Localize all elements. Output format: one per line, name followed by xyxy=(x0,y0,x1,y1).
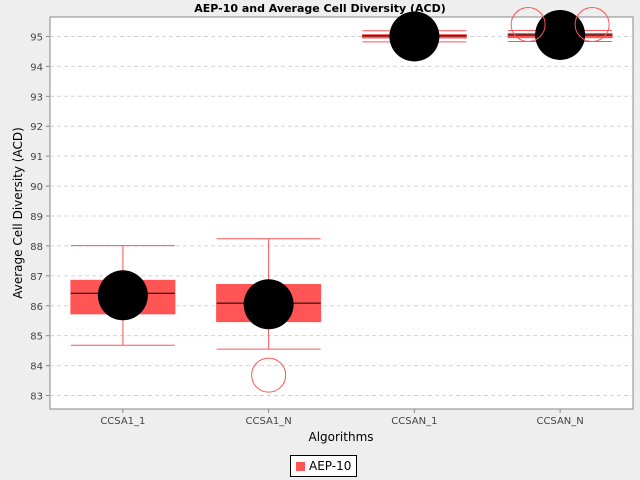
y-tick-label: 95 xyxy=(30,32,43,43)
legend-swatch-aep-10 xyxy=(296,461,305,471)
box-ccsa1-1 xyxy=(70,245,176,346)
y-tick-label: 87 xyxy=(30,272,43,283)
y-tick-label: 83 xyxy=(30,392,43,403)
x-tick-label: CCSAN_N xyxy=(536,416,583,427)
mean-marker xyxy=(535,9,586,60)
plot-area xyxy=(49,16,634,410)
y-axis: 83 84 85 86 87 88 89 90 91 92 93 94 95 xyxy=(30,32,50,403)
y-tick-label: 94 xyxy=(30,62,43,73)
outlier-marker xyxy=(510,6,546,42)
y-tick-label: 93 xyxy=(30,92,43,103)
y-tick-label: 91 xyxy=(30,152,43,163)
box-ccsan-n xyxy=(507,6,613,60)
box-ccsan-1 xyxy=(361,11,467,62)
x-tick-label: CCSA1_N xyxy=(246,416,292,427)
y-tick-label: 86 xyxy=(30,302,43,313)
chart-title: AEP-10 and Average Cell Diversity (ACD) xyxy=(194,2,446,15)
mean-marker xyxy=(97,270,148,321)
mean-marker xyxy=(389,11,440,62)
y-tick-label: 85 xyxy=(30,332,43,343)
x-axis-label: Algorithms xyxy=(308,430,373,444)
x-tick-label: CCSAN_1 xyxy=(391,416,437,427)
x-axis: CCSA1_1 CCSA1_N CCSAN_1 CCSAN_N xyxy=(100,409,584,427)
box-plot-marks xyxy=(70,6,613,393)
y-tick-label: 88 xyxy=(30,242,43,253)
legend-label-aep-10: AEP-10 xyxy=(309,459,352,473)
y-tick-label: 90 xyxy=(30,182,43,193)
y-tick-label: 84 xyxy=(30,362,43,373)
outlier-marker xyxy=(574,6,610,42)
outlier-marker xyxy=(251,357,287,393)
mean-marker xyxy=(243,279,294,330)
x-tick-label: CCSA1_1 xyxy=(100,416,145,427)
legend: AEP-10 xyxy=(290,455,358,477)
grid-lines xyxy=(50,35,633,397)
box-ccsa1-n xyxy=(216,238,322,393)
y-tick-label: 92 xyxy=(30,122,43,133)
y-tick-label: 89 xyxy=(30,212,43,223)
y-axis-label: Average Cell Diversity (ACD) xyxy=(11,127,25,299)
